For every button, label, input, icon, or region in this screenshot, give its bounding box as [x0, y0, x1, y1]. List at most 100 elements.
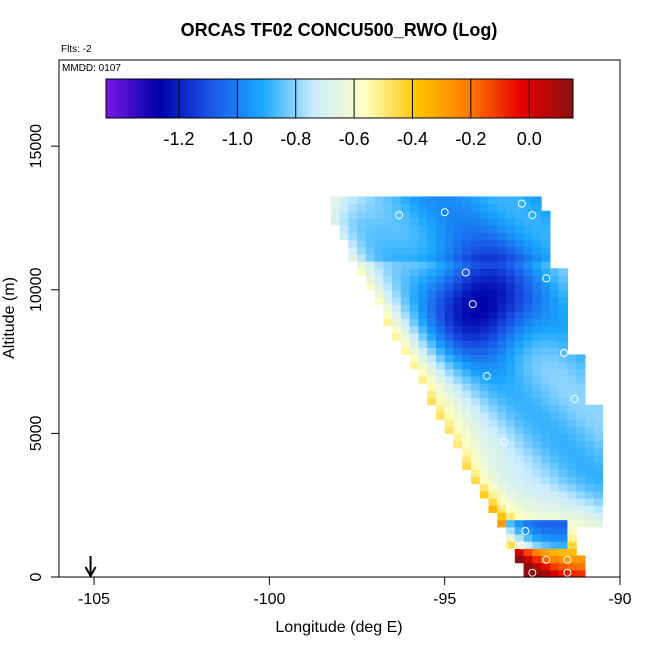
heatmap-cell: [576, 562, 586, 571]
heatmap-cell: [365, 246, 376, 255]
heatmap-cell: [497, 325, 507, 334]
heatmap-cell: [506, 490, 516, 499]
heatmap-cell: [409, 304, 419, 312]
heatmap-cell: [374, 217, 384, 226]
heatmap-cell: [558, 440, 569, 449]
heatmap-cell: [435, 383, 446, 391]
heatmap-cell: [497, 476, 507, 485]
heatmap-cell: [532, 519, 542, 528]
heatmap-cell: [576, 490, 586, 499]
heatmap-cell: [549, 548, 560, 557]
heatmap-cell: [541, 239, 551, 248]
heatmap-cell: [497, 512, 507, 521]
heatmap-cell: [462, 196, 472, 205]
heatmap-cell: [400, 311, 411, 320]
heatmap-cell: [392, 268, 402, 277]
heatmap-cell: [497, 196, 507, 205]
heatmap-cell: [497, 368, 507, 377]
heatmap-cell: [523, 239, 533, 248]
heatmap-cell: [497, 390, 507, 399]
heatmap-cell: [541, 210, 551, 219]
heatmap-cell: [541, 311, 551, 320]
heatmap-cell: [541, 368, 551, 377]
heatmap-cell: [558, 375, 569, 384]
heatmap-cell: [330, 217, 341, 226]
heatmap-cell: [383, 311, 393, 320]
heatmap-cell: [506, 483, 516, 492]
heatmap-cell: [567, 569, 577, 578]
heatmap-cell: [497, 210, 507, 219]
heatmap-cell: [435, 304, 446, 312]
heatmap-cell: [584, 419, 595, 427]
heatmap-cell: [444, 426, 455, 434]
heatmap-cell: [348, 225, 358, 233]
heatmap-cell: [523, 375, 533, 384]
heatmap-cell: [523, 261, 533, 269]
heatmap-cell: [462, 426, 472, 434]
heatmap-cell: [470, 433, 481, 442]
heatmap-cell: [506, 304, 516, 312]
heatmap-cell: [374, 239, 384, 248]
arrow-marker: [84, 556, 97, 579]
heatmap-cell: [488, 232, 498, 241]
heatmap-cell: [383, 246, 393, 255]
heatmap-cell: [462, 347, 472, 355]
heatmap-cell: [435, 239, 446, 248]
heatmap-cell: [488, 368, 498, 377]
heatmap-cell: [435, 347, 446, 355]
heatmap-cell: [567, 476, 577, 485]
heatmap-cell: [470, 261, 481, 269]
heatmap-cell: [506, 239, 516, 248]
heatmap-cell: [453, 419, 463, 427]
heatmap-cell: [523, 332, 533, 341]
heatmap-cell: [549, 361, 560, 370]
heatmap-cell: [383, 318, 393, 327]
heatmap-cell: [584, 505, 595, 513]
heatmap-cell: [576, 483, 586, 492]
heatmap-cell: [514, 225, 525, 233]
heatmap-cell: [584, 498, 595, 506]
heatmap-cell: [462, 368, 472, 377]
heatmap-cell: [365, 232, 376, 241]
heatmap-cell: [523, 311, 533, 320]
x-tick-label: -90: [608, 591, 631, 608]
heatmap-cell: [453, 325, 463, 334]
heatmap-cell: [497, 232, 507, 241]
heatmap-cell: [435, 232, 446, 241]
heatmap-cell: [506, 318, 516, 327]
heatmap-cell: [549, 368, 560, 377]
heatmap-cell: [462, 296, 472, 305]
heatmap-cell: [427, 347, 437, 355]
heatmap-cell: [357, 225, 367, 233]
x-tick-label: -105: [78, 591, 110, 608]
heatmap-cell: [488, 419, 498, 427]
heatmap-cell: [488, 347, 498, 355]
heatmap-cell: [444, 311, 455, 320]
heatmap-cell: [427, 383, 437, 391]
heatmap-cell: [593, 440, 604, 449]
heatmap-cell: [444, 361, 455, 370]
heatmap-cell: [374, 268, 384, 277]
heatmap-cell: [532, 289, 542, 298]
heatmap-cell: [523, 217, 533, 226]
heatmap-cell: [558, 340, 569, 348]
heatmap-cell: [470, 419, 481, 427]
heatmap-cell: [374, 275, 384, 284]
heatmap-cell: [418, 361, 428, 370]
heatmap-cell: [435, 332, 446, 341]
heatmap-cell: [400, 289, 411, 298]
heatmap-cell: [435, 196, 446, 205]
heatmap-cell: [541, 419, 551, 427]
heatmap-cell: [523, 411, 533, 420]
heatmap-cell: [549, 433, 560, 442]
sample-point: [542, 274, 551, 283]
heatmap-cell: [532, 203, 542, 212]
heatmap-cell: [532, 469, 542, 478]
heatmap-cell: [514, 483, 525, 492]
heatmap-cell: [462, 246, 472, 255]
heatmap-cell: [488, 261, 498, 269]
heatmap-cell: [453, 196, 463, 205]
heatmap-cell: [330, 196, 341, 205]
heatmap-cell: [497, 332, 507, 341]
heatmap-cell: [523, 304, 533, 312]
